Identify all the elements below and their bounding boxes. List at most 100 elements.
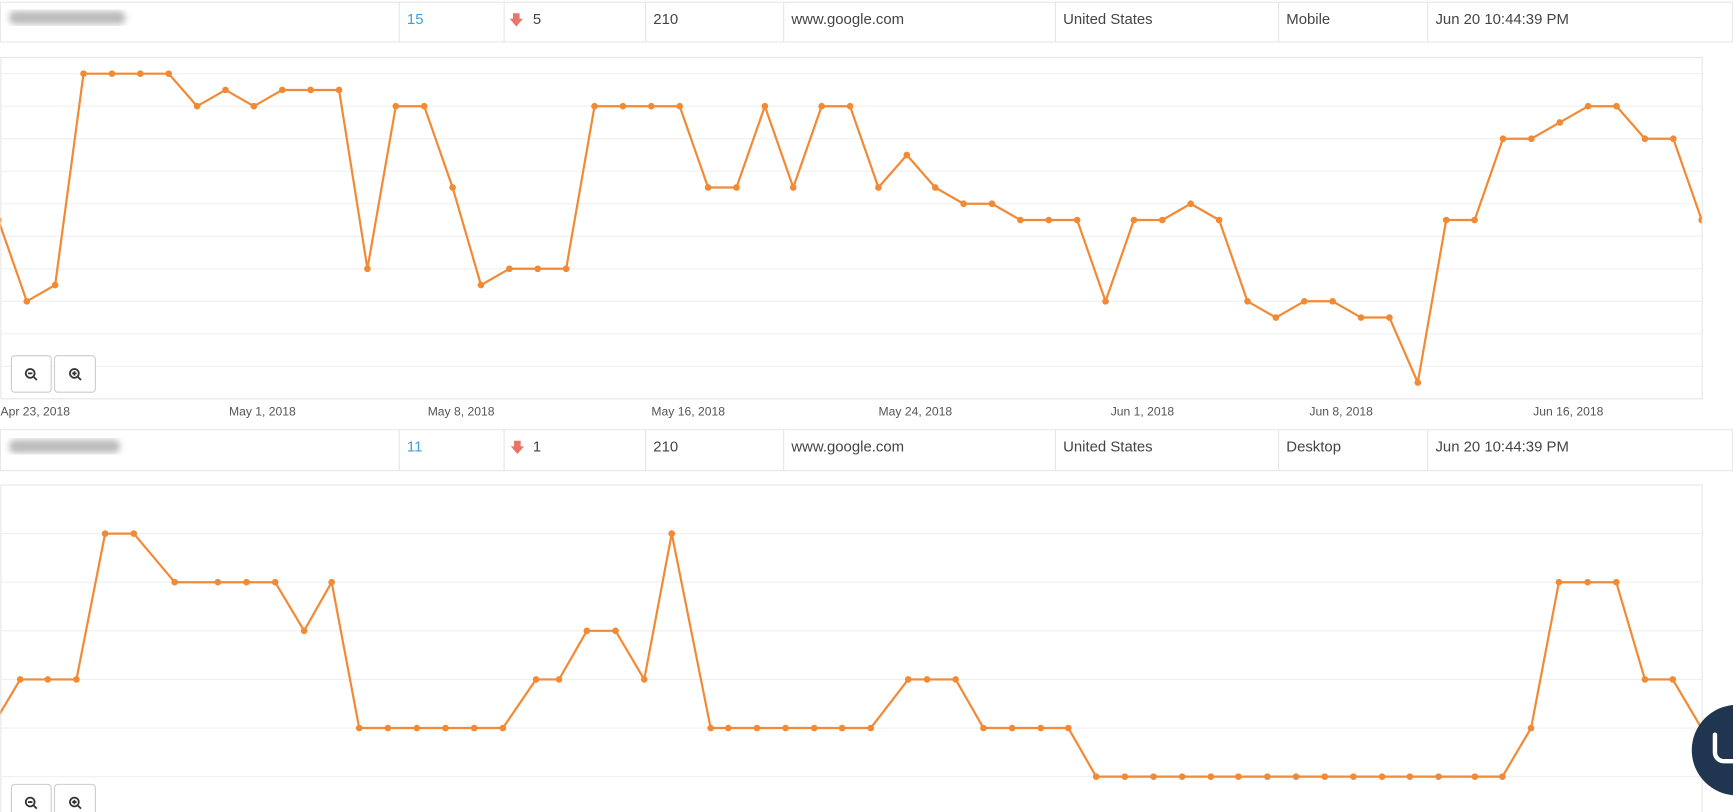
rank-point — [1017, 216, 1024, 224]
rank-point — [591, 102, 598, 110]
rank-point — [1471, 216, 1478, 224]
rank-point — [51, 281, 59, 289]
rank-point — [1045, 216, 1053, 224]
rank-point — [619, 102, 627, 110]
rank-point — [960, 200, 967, 208]
chat-icon — [1712, 732, 1733, 764]
rank-point — [1207, 773, 1215, 780]
updated: Jun 20 10:44:39 PM — [1435, 439, 1568, 455]
chat-widget[interactable] — [1691, 705, 1733, 796]
x-tick-label: Jun 16, 2018 — [1533, 404, 1603, 418]
rank-point — [1386, 314, 1393, 321]
rank-point — [193, 102, 201, 110]
rank-point — [1406, 773, 1414, 780]
search-engine: www.google.com — [790, 439, 904, 455]
rank-point — [1187, 200, 1195, 208]
rank-link[interactable]: 15 — [407, 12, 424, 28]
rank-point — [562, 265, 570, 273]
rank-point — [80, 70, 87, 78]
rank-point — [555, 676, 563, 683]
chart — [0, 70, 1702, 386]
rank-point — [1556, 119, 1564, 126]
rank-point — [73, 676, 80, 683]
rank-point — [1073, 216, 1081, 224]
rank-point — [1092, 773, 1100, 780]
rank-point — [753, 724, 761, 732]
rank-point — [1499, 773, 1506, 780]
rank-point — [130, 530, 138, 537]
rank-point — [810, 724, 818, 732]
rank-point — [1669, 135, 1677, 143]
rank-point — [335, 86, 343, 94]
x-tick-label: May 16, 2018 — [651, 404, 725, 418]
rank-point — [875, 184, 882, 191]
rank-point — [583, 627, 591, 635]
search-volume: 210 — [653, 439, 678, 455]
zoom-controls — [10, 355, 96, 393]
rank-point — [1414, 379, 1422, 386]
zoom-in-icon — [69, 368, 80, 379]
rank-point — [278, 86, 286, 94]
chart-frame — [0, 484, 1703, 812]
rank-point — [307, 86, 314, 94]
rank-link[interactable]: 11 — [407, 439, 422, 455]
rank-point — [101, 530, 109, 537]
rank-point — [499, 724, 507, 732]
rank-point — [44, 676, 52, 683]
rank-point — [222, 86, 229, 94]
rank-point — [1357, 314, 1365, 321]
rank-point — [1292, 773, 1300, 780]
rank-point — [449, 184, 456, 191]
rank-point — [1321, 773, 1329, 780]
updated: Jun 20 10:44:39 PM — [1435, 12, 1568, 28]
rank-point — [1527, 724, 1535, 732]
device: Desktop — [1286, 439, 1341, 455]
chart — [0, 530, 1702, 780]
rank-point — [903, 151, 911, 159]
rank-point — [931, 184, 939, 191]
rank-point — [534, 265, 542, 273]
rank-point — [1159, 216, 1166, 224]
rank-point — [838, 724, 846, 732]
rank-point — [1669, 676, 1677, 683]
rank-point — [782, 724, 789, 732]
row-bg — [0, 429, 1733, 472]
dividers — [398, 2, 1429, 42]
rank-point — [1528, 135, 1535, 143]
rank-point — [1350, 773, 1357, 780]
rank-point — [1499, 135, 1507, 143]
x-tick-label: Apr 23, 2018 — [1, 404, 71, 418]
blurred-keyword — [9, 11, 126, 25]
rank-point — [442, 724, 449, 732]
rank-point — [1121, 773, 1129, 780]
rank-point — [612, 627, 619, 635]
rank-point — [477, 281, 485, 289]
zoom-in-icon — [69, 796, 80, 808]
rank-point — [1272, 314, 1280, 321]
rank-point — [1008, 724, 1016, 732]
rank-point — [1178, 773, 1186, 780]
rank-point — [867, 724, 875, 732]
rank-point — [952, 676, 959, 683]
rank-point — [23, 297, 31, 305]
rank-point — [1215, 216, 1223, 224]
x-tick-label: Jun 8, 2018 — [1309, 404, 1373, 418]
rank-point — [1329, 297, 1336, 305]
keyword-row: 15 5 210 www.google.com United States Mo… — [0, 1, 1733, 43]
zoom-out-icon — [24, 368, 36, 379]
rank-point — [1065, 724, 1072, 732]
rank-point — [1613, 102, 1620, 110]
chat-bubble[interactable] — [1691, 705, 1733, 796]
x-tick-label: May 24, 2018 — [879, 404, 953, 418]
x-axis: Apr 23, 2018 May 1, 2018 May 8, 2018 May 16… — [1, 404, 1604, 418]
rank-point — [904, 676, 912, 683]
rank-point — [818, 102, 825, 110]
dividers — [398, 429, 1429, 471]
rank-point — [165, 70, 173, 78]
rank-point — [724, 724, 732, 732]
rank-point — [1102, 297, 1109, 305]
rank-point — [988, 200, 996, 208]
x-tick-label: May 1, 2018 — [229, 404, 296, 418]
search-engine: www.google.com — [790, 12, 904, 28]
chart-frame — [0, 56, 1703, 400]
